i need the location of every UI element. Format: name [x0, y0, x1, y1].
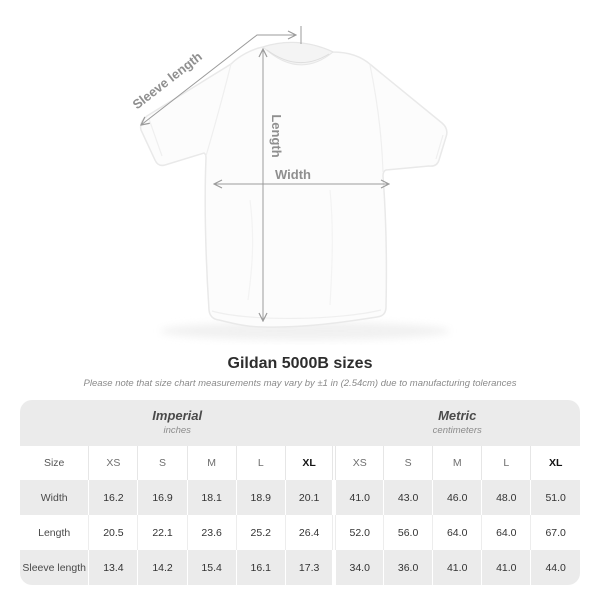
table-cell: S [383, 446, 433, 480]
page-title: Gildan 5000B sizes [227, 355, 373, 372]
table-cell: 25.2 [235, 515, 286, 550]
metric-name: Metric [438, 408, 477, 423]
table-cell: 41.0 [332, 480, 384, 515]
shirt-graphic [139, 41, 448, 328]
table-cell: 16.2 [88, 480, 138, 515]
table-cell: 51.0 [530, 480, 580, 515]
table-cell: XL [530, 446, 580, 480]
table-cell: L [481, 446, 531, 480]
table-cell: 44.0 [530, 550, 580, 585]
shirt-shadow [160, 322, 450, 340]
table-cell: 16.1 [235, 550, 286, 585]
table-cell: 36.0 [383, 550, 433, 585]
table-cell: 22.1 [137, 515, 188, 550]
table-cell: 48.0 [481, 480, 531, 515]
table-cell: Length [20, 515, 89, 550]
imperial-name: Imperial [152, 408, 203, 423]
table-cell: 15.4 [186, 550, 237, 585]
metric-unit: centimeters [432, 425, 482, 436]
table-cell: 13.4 [88, 550, 138, 585]
size-table-grid: Imperial inches Metric centimeters Size X… [20, 400, 580, 585]
tolerance-note: Please note that size chart measurements… [83, 378, 517, 389]
table-cell: 64.0 [432, 515, 482, 550]
table-cell: 56.0 [383, 515, 433, 550]
size-table-body: Width 16.2 16.9 18.1 18.9 20.1 41.0 43.0 46.0 48.… [20, 480, 580, 585]
size-table: Imperial inches Metric centimeters Size X… [20, 400, 580, 585]
metric-header: Metric centimeters [334, 400, 580, 446]
table-cell: Sleeve length [20, 550, 89, 585]
table-cell: XL [284, 446, 335, 480]
table-cell: Width [20, 480, 89, 515]
table-cell: 18.9 [235, 480, 286, 515]
table-cell: 67.0 [530, 515, 580, 550]
table-cell: 34.0 [332, 550, 384, 585]
table-cell: 46.0 [432, 480, 482, 515]
table-row: Length 20.5 22.1 23.6 25.2 26.4 52.0 56.0 64.0 64… [20, 515, 580, 550]
table-cell: 41.0 [432, 550, 482, 585]
table-cell: 52.0 [332, 515, 384, 550]
table-cell: 64.0 [481, 515, 531, 550]
table-cell: 18.1 [186, 480, 237, 515]
table-cell: L [235, 446, 286, 480]
imperial-unit: inches [163, 425, 191, 436]
table-cell: M [186, 446, 237, 480]
table-cell: S [137, 446, 188, 480]
sleeve-length-line [141, 35, 296, 125]
table-cell: Size [20, 446, 89, 480]
table-cell: 17.3 [284, 550, 335, 585]
table-cell: 43.0 [383, 480, 433, 515]
table-cell: M [432, 446, 482, 480]
table-cell: 16.9 [137, 480, 188, 515]
table-cell: 14.2 [137, 550, 188, 585]
table-cell: 20.5 [88, 515, 138, 550]
table-cell: 23.6 [186, 515, 237, 550]
unit-header-row: Imperial inches Metric centimeters [20, 400, 580, 446]
imperial-header: Imperial inches [20, 400, 335, 446]
table-row: Width 16.2 16.9 18.1 18.9 20.1 41.0 43.0 46.0 48.… [20, 480, 580, 515]
table-cell: 20.1 [284, 480, 335, 515]
size-header-row: Size XS S M L XL XS S M L XL [20, 446, 580, 480]
table-cell: 26.4 [284, 515, 335, 550]
table-cell: 41.0 [481, 550, 531, 585]
width-label: Width [275, 167, 311, 182]
table-cell: XS [88, 446, 138, 480]
table-row: Sleeve length 13.4 14.2 15.4 16.1 17.3 34.0 36.… [20, 550, 580, 585]
shirt-diagram: Sleeve length Length Width [130, 26, 450, 340]
length-label: Length [269, 114, 284, 157]
table-cell: XS [332, 446, 384, 480]
